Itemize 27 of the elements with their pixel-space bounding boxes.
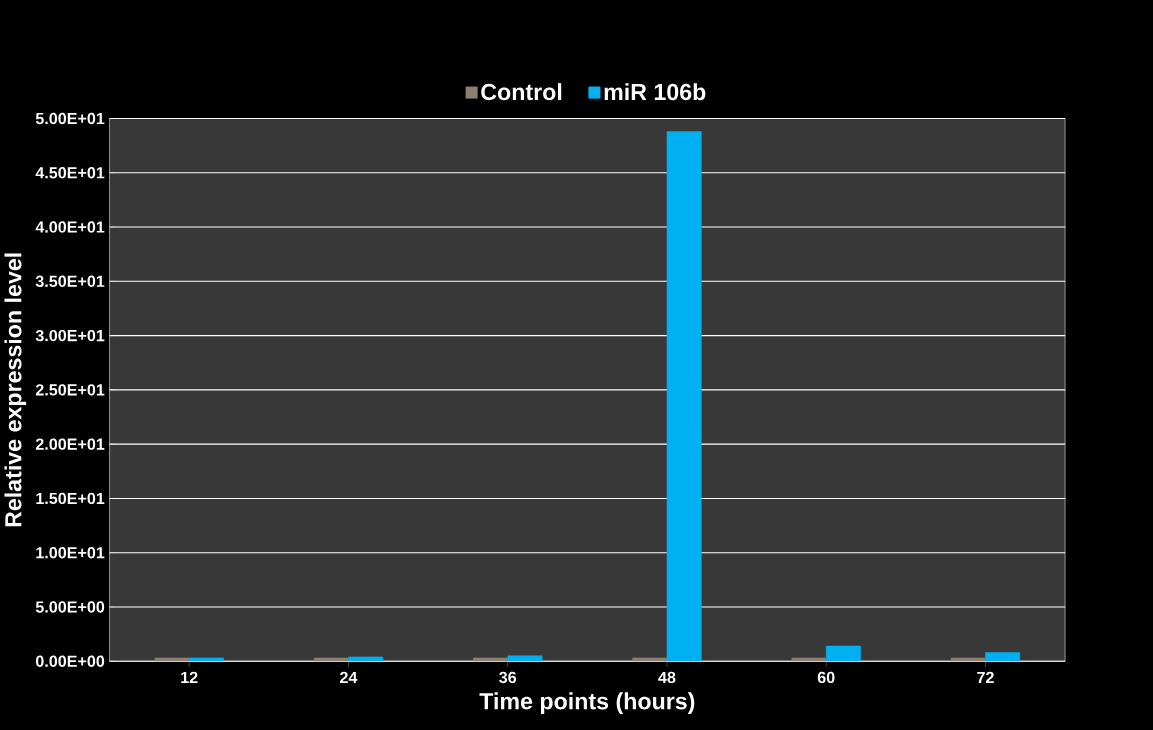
bar (985, 652, 1021, 662)
y-tick-label: 1.00E+01 (36, 546, 105, 559)
y-tick-label: 5.00E+00 (35, 601, 105, 613)
legend-label: miR 106b (604, 83, 706, 101)
legend-label: Control (481, 83, 562, 101)
y-tick-label: 5.00E+01 (35, 112, 105, 125)
y-tick-label: 1.50E+01 (36, 492, 105, 505)
y-tick-label: 4.00E+01 (35, 221, 105, 233)
x-tick-label: 72 (977, 671, 994, 683)
x-tick-label: 60 (817, 671, 835, 684)
bar (188, 657, 224, 662)
bar (507, 655, 543, 662)
bar (666, 131, 702, 662)
bar (348, 656, 384, 662)
y-tick-label: 0.00E+00 (35, 655, 105, 667)
y-tick-label: 2.00E+01 (35, 438, 105, 450)
x-tick-label: 36 (499, 671, 517, 684)
bar (825, 645, 861, 662)
x-tick-label: 48 (658, 671, 676, 684)
y-tick-label: 2.50E+01 (35, 384, 105, 396)
x-tick-label: 24 (340, 671, 358, 683)
y-tick-label: 3.00E+01 (35, 329, 105, 342)
y-tick-label: 4.50E+01 (35, 167, 105, 179)
x-tick-label: 12 (181, 671, 198, 683)
y-axis-title: Relative expression level (4, 253, 27, 527)
y-tick-label: 3.50E+01 (35, 275, 105, 288)
x-axis-title: Time points (hours) (479, 692, 695, 714)
